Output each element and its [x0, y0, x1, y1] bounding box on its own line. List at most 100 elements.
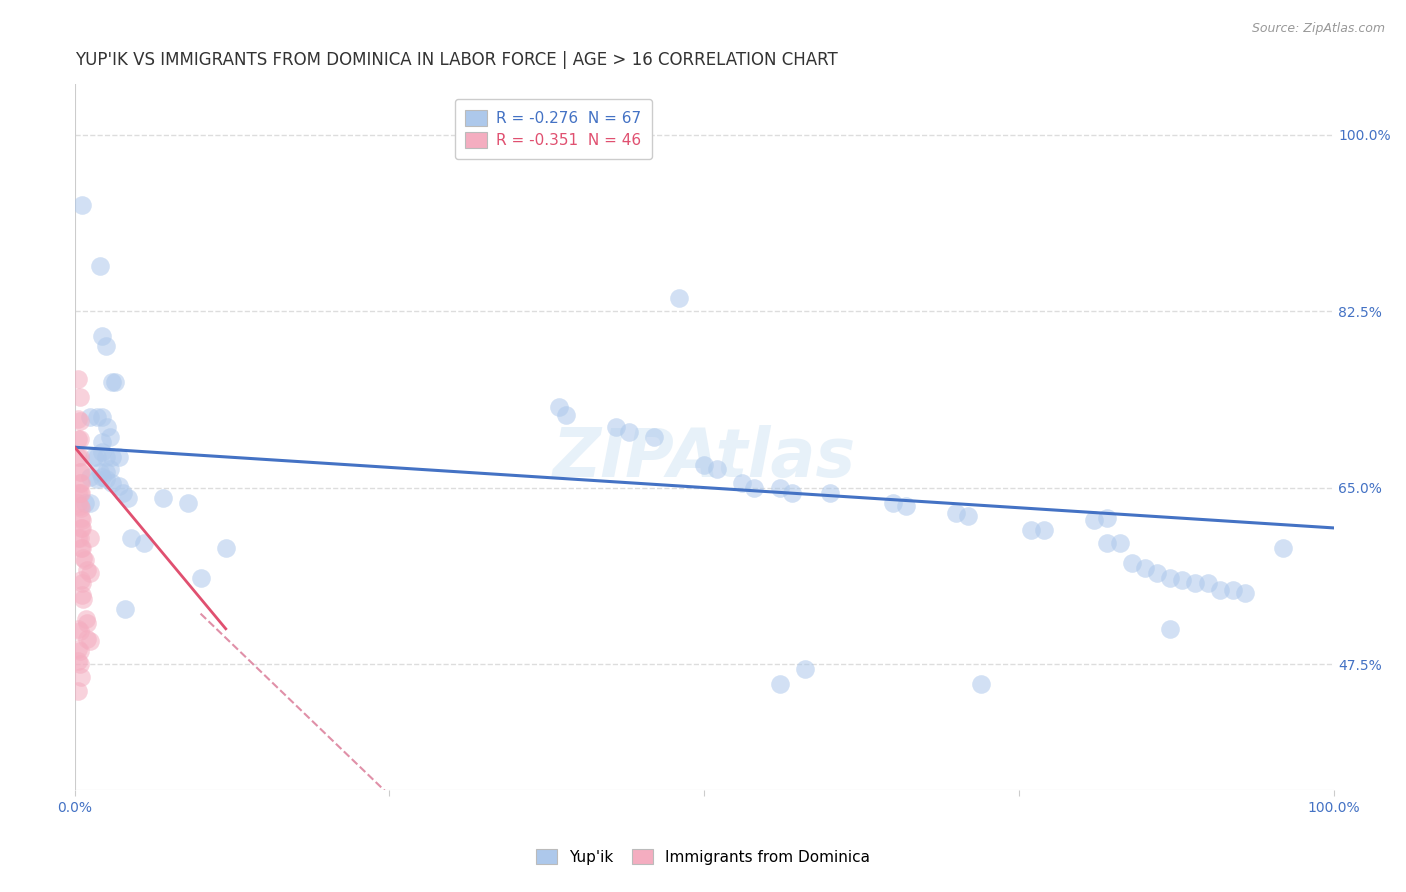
Point — [70, 589, 93, 603]
Point — [120, 531, 142, 545]
Point — [1095, 536, 1118, 550]
Point — [98, 462, 121, 476]
Point — [70, 475, 93, 490]
Point — [73, 496, 96, 510]
Point — [882, 496, 904, 510]
Point — [69, 624, 91, 638]
Point — [132, 536, 155, 550]
Point — [1021, 523, 1043, 537]
Point — [67, 432, 90, 446]
Point — [76, 632, 98, 646]
Point — [70, 541, 93, 555]
Point — [793, 662, 815, 676]
Point — [67, 654, 90, 668]
Text: YUP'IK VS IMMIGRANTS FROM DOMINICA IN LABOR FORCE | AGE > 16 CORRELATION CHART: YUP'IK VS IMMIGRANTS FROM DOMINICA IN LA… — [75, 51, 838, 69]
Legend: Yup'ik, Immigrants from Dominica: Yup'ik, Immigrants from Dominica — [530, 843, 876, 871]
Point — [617, 425, 640, 439]
Point — [1209, 583, 1232, 598]
Point — [1133, 561, 1156, 575]
Point — [91, 470, 114, 484]
Point — [69, 644, 91, 658]
Point — [67, 684, 90, 698]
Point — [69, 531, 91, 545]
Point — [69, 414, 91, 428]
Point — [1083, 513, 1105, 527]
Point — [70, 521, 93, 535]
Point — [69, 466, 91, 480]
Point — [79, 566, 101, 581]
Point — [818, 485, 841, 500]
Point — [1159, 571, 1181, 585]
Point — [1184, 576, 1206, 591]
Point — [780, 485, 803, 500]
Point — [94, 466, 117, 480]
Point — [668, 291, 690, 305]
Point — [1197, 576, 1219, 591]
Point — [70, 541, 93, 555]
Point — [69, 485, 91, 500]
Point — [67, 485, 90, 500]
Point — [67, 450, 90, 465]
Point — [91, 409, 114, 424]
Text: ZIPAtlas: ZIPAtlas — [553, 425, 856, 491]
Point — [69, 475, 91, 490]
Point — [83, 450, 105, 465]
Point — [70, 574, 93, 588]
Point — [94, 473, 117, 487]
Text: Source: ZipAtlas.com: Source: ZipAtlas.com — [1251, 22, 1385, 36]
Point — [1272, 541, 1295, 555]
Point — [1171, 574, 1194, 588]
Legend: R = -0.276  N = 67, R = -0.351  N = 46: R = -0.276 N = 67, R = -0.351 N = 46 — [454, 99, 651, 159]
Point — [114, 601, 136, 615]
Point — [67, 642, 90, 657]
Point — [693, 458, 716, 473]
Point — [69, 432, 91, 446]
Point — [79, 531, 101, 545]
Point — [67, 531, 90, 545]
Point — [67, 371, 90, 385]
Point — [215, 541, 238, 555]
Point — [731, 475, 754, 490]
Point — [89, 259, 111, 273]
Point — [79, 470, 101, 484]
Point — [98, 430, 121, 444]
Point — [79, 496, 101, 510]
Point — [1108, 536, 1130, 550]
Point — [1121, 556, 1143, 570]
Point — [67, 496, 90, 510]
Point — [70, 576, 93, 591]
Point — [72, 591, 94, 606]
Point — [1159, 622, 1181, 636]
Point — [69, 657, 91, 671]
Point — [69, 390, 91, 404]
Point — [70, 670, 93, 684]
Point — [744, 481, 766, 495]
Point — [76, 615, 98, 630]
Point — [1146, 566, 1168, 581]
Point — [70, 513, 93, 527]
Point — [177, 496, 200, 510]
Point — [67, 622, 90, 636]
Point — [86, 473, 108, 487]
Point — [970, 677, 993, 691]
Point — [91, 435, 114, 450]
Point — [101, 450, 124, 465]
Point — [957, 508, 980, 523]
Point — [69, 499, 91, 513]
Point — [190, 571, 212, 585]
Point — [76, 563, 98, 577]
Point — [101, 475, 124, 490]
Point — [152, 491, 174, 505]
Point — [111, 485, 134, 500]
Point — [73, 553, 96, 567]
Point — [554, 408, 576, 422]
Point — [768, 677, 790, 691]
Point — [1234, 586, 1257, 600]
Point — [79, 409, 101, 424]
Point — [605, 420, 627, 434]
Point — [101, 375, 124, 389]
Point — [945, 506, 967, 520]
Point — [1095, 511, 1118, 525]
Point — [107, 478, 129, 492]
Point — [894, 499, 917, 513]
